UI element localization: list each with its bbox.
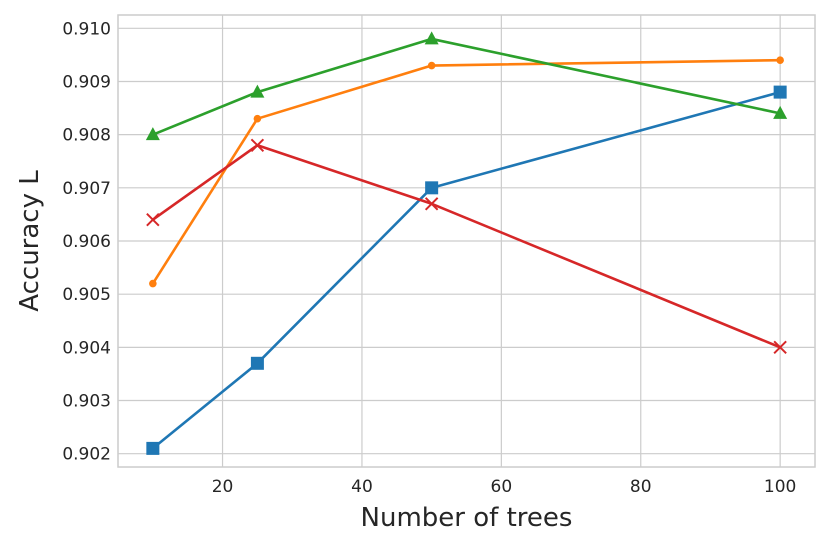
data-point <box>149 279 157 288</box>
series-3 <box>146 138 787 355</box>
data-point <box>773 340 787 355</box>
data-point <box>773 85 787 99</box>
y-tick-label: 0.909 <box>62 72 111 92</box>
tick-labels: 20 40 60 80 100 0.902 0.903 0.904 0.905 0.906 0.90… <box>62 19 796 497</box>
y-tick-label: 0.904 <box>62 338 111 358</box>
y-tick-label: 0.907 <box>62 179 111 199</box>
y-tick-label: 0.905 <box>62 285 111 305</box>
y-tick-label: 0.906 <box>62 232 111 252</box>
series-2 <box>145 31 788 141</box>
x-tick-label: 100 <box>764 477 796 497</box>
data-point <box>424 31 439 45</box>
y-tick-label: 0.903 <box>62 392 111 412</box>
data-point <box>145 127 160 141</box>
grid <box>118 15 815 467</box>
y-axis-label: Accuracy L <box>15 170 45 312</box>
series-line <box>151 90 782 450</box>
data-point <box>424 197 439 211</box>
data-point <box>146 441 160 455</box>
series-line <box>151 37 782 136</box>
series-1 <box>149 56 784 288</box>
data-point <box>425 181 439 195</box>
data-point <box>146 213 160 227</box>
x-axis-label: Number of trees <box>361 503 573 533</box>
y-tick-label: 0.908 <box>62 126 111 146</box>
series <box>145 31 788 455</box>
series-line <box>151 58 782 285</box>
data-point <box>250 84 265 98</box>
plot-frame <box>117 14 816 468</box>
series-0 <box>146 85 787 455</box>
y-tick-label: 0.910 <box>62 19 111 39</box>
data-point <box>250 356 264 370</box>
x-tick-label: 40 <box>351 477 373 497</box>
y-tick-label: 0.902 <box>62 445 111 465</box>
data-point <box>250 138 265 152</box>
series-line <box>151 143 782 349</box>
data-point <box>776 56 784 64</box>
data-point <box>253 114 262 123</box>
x-tick-label: 60 <box>491 477 513 497</box>
x-tick-label: 20 <box>212 477 234 497</box>
data-point <box>773 105 788 119</box>
x-tick-label: 80 <box>630 477 652 497</box>
data-point <box>427 61 436 70</box>
